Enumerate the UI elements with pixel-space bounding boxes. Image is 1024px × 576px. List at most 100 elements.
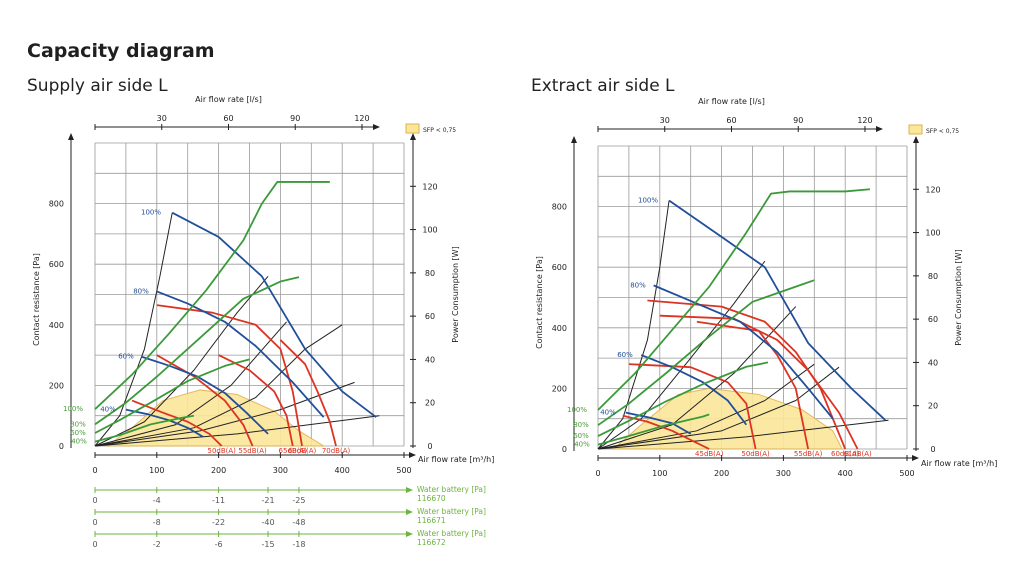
chart1-y-tick-label: 0 <box>562 445 567 454</box>
chart1-y2-axis-label: Power Consumption [W] <box>954 249 963 345</box>
chart0-sound-label: 60dB(A) <box>288 447 317 455</box>
chart1-power-curve-60% <box>597 361 769 437</box>
chart0-system-curve-2 <box>94 275 269 447</box>
chart0-sound-curve-70dB(A) <box>279 339 337 447</box>
chart1-y-tick-label: 200 <box>552 384 567 393</box>
chart0-water-battery-tick-label: -15 <box>262 540 275 549</box>
chart1-sound-curve-45dB(A) <box>622 414 710 450</box>
chart0-x2-axis-arrow <box>373 124 380 130</box>
chart1-x-axis-arrow <box>912 455 919 461</box>
chart0-x-tick-label: 300 <box>273 466 288 475</box>
chart1-x-tick-label: 100 <box>652 469 667 478</box>
chart0-water-battery-id: 116670 <box>417 494 446 503</box>
chart0-y2-tick-label: 0 <box>427 442 432 451</box>
chart1-x2-axis-arrow <box>876 126 883 132</box>
chart1-x-axis-label: Air flow rate [m³/h] <box>921 459 997 468</box>
chart0-x-tick-label: 200 <box>211 466 226 475</box>
chart1-power-curve-100% <box>597 188 870 411</box>
chart0-x2-tick-label: 30 <box>157 114 167 123</box>
chart1-x-tick-label: 200 <box>714 469 729 478</box>
chart1-y-axis-arrow <box>571 136 577 143</box>
chart0-system-curve-4 <box>94 324 343 447</box>
chart1-y2-tick-label: 0 <box>930 445 935 454</box>
chart1-y-tick-label: 600 <box>552 263 567 272</box>
chart1-sfp-legend-swatch <box>908 124 923 135</box>
chart0-y2-tick-label: 80 <box>425 269 435 278</box>
chart0-fan-curve-60% <box>141 355 269 435</box>
chart0-y-tick-label: 0 <box>59 442 64 451</box>
chart0-power-curve-60% <box>94 358 250 434</box>
chart0-water-battery-tick-label: -48 <box>292 518 305 527</box>
chart0-water-battery-id: 116671 <box>417 516 446 525</box>
chart1-x-tick-label: 300 <box>776 469 791 478</box>
chart1-sound-curve-55dB(A) <box>696 320 810 450</box>
chart1-x-tick-label: 400 <box>838 469 853 478</box>
chart1-power-label: 100% <box>567 406 587 414</box>
chart1-fan-label: 100% <box>638 197 658 205</box>
chart0-power-curve-80% <box>94 276 300 426</box>
chart0-y-tick-label: 400 <box>49 321 64 330</box>
chart1-fan-curve-100% <box>668 199 886 421</box>
chart0-y2-tick-label: 100 <box>422 226 437 235</box>
chart0-y2-tick-label: 60 <box>425 312 435 321</box>
chart0-sound-label: 65dB(A) <box>279 447 308 455</box>
chart0-system-curve-1 <box>94 212 173 447</box>
chart0-sound-label: 70dB(A) <box>322 447 351 455</box>
chart0-water-battery-arrow <box>406 487 413 493</box>
chart0-x-tick-label: 100 <box>149 466 164 475</box>
chart0-power-label: 60% <box>70 429 86 437</box>
chart0-water-battery-tick-label: -11 <box>212 496 225 505</box>
chart0-x2-tick-label: 90 <box>290 114 300 123</box>
chart0-y-axis-arrow <box>68 133 74 140</box>
chart0-sfp-legend-label: SFP < 0,75 <box>423 127 456 134</box>
chart0-x-axis-label: Air flow rate [m³/h] <box>418 455 494 464</box>
chart1-y2-tick-label: 40 <box>928 358 938 367</box>
chart0-y2-axis-arrow <box>410 133 416 140</box>
chart1-fan-curve-40% <box>625 411 692 435</box>
chart1-fan-label: 40% <box>600 409 616 417</box>
chart1-x2-tick-label: 30 <box>660 116 670 125</box>
chart0-sound-curve-55dB(A) <box>156 354 254 447</box>
chart0-y2-axis-label: Power Consumption [W] <box>451 246 460 342</box>
chart1-fan-curve-60% <box>640 354 748 426</box>
chart0-fan-curve-100% <box>171 211 377 418</box>
chart0-sound-label: 55dB(A) <box>238 447 267 455</box>
chart0-y2-tick-label: 120 <box>422 182 437 191</box>
chart1-power-label: 60% <box>573 432 589 440</box>
chart0-sound-label: 50dB(A) <box>207 447 236 455</box>
chart0-water-battery-label: Water battery [Pa] <box>417 507 486 516</box>
chart1-y2-tick-label: 100 <box>925 229 940 238</box>
chart0-y-tick-label: 200 <box>49 381 64 390</box>
chart1-sound-curve-60dB(A) <box>647 299 847 450</box>
chart0-sound-curve-65dB(A) <box>218 354 294 447</box>
chart0-x-axis-arrow <box>409 452 416 458</box>
chart0-water-battery-id: 116672 <box>417 538 446 547</box>
chart0-y2-tick-label: 40 <box>425 355 435 364</box>
chart1-system-curve-4 <box>597 363 815 450</box>
chart0-water-battery-tick-label: 0 <box>92 540 97 549</box>
chart1-y-tick-label: 400 <box>552 324 567 333</box>
chart0-power-curve-40% <box>94 414 195 443</box>
chart0-water-battery-tick-label: -22 <box>212 518 225 527</box>
chart1-x2-tick-label: 120 <box>857 116 872 125</box>
chart0-water-battery-arrow <box>406 531 413 537</box>
chart0-water-battery-tick-label: -21 <box>262 496 275 505</box>
chart0-y-tick-label: 800 <box>49 200 64 209</box>
chart1-sound-label: 61dB(A) <box>843 450 872 458</box>
chart1-sound-label: 60dB(A) <box>831 450 860 458</box>
chart0-power-label: 100% <box>63 405 83 413</box>
chart1-power-curve-40% <box>597 413 710 446</box>
chart0-water-battery-tick-label: 0 <box>92 518 97 527</box>
chart0-water-battery-label: Water battery [Pa] <box>417 485 486 494</box>
chart1-system-curve-6 <box>597 419 889 450</box>
chart1-y2-tick-label: 60 <box>928 315 938 324</box>
supply-panel-title: Supply air side L <box>27 76 168 96</box>
chart1-y-tick-label: 800 <box>552 203 567 212</box>
chart0-water-battery-tick-label: -6 <box>215 540 223 549</box>
chart1-sound-label: 50dB(A) <box>741 450 770 458</box>
chart0-sound-curve-50dB(A) <box>131 399 223 447</box>
chart1-y2-tick-label: 20 <box>928 402 938 411</box>
chart1-fan-label: 80% <box>630 281 646 289</box>
chart0-fan-curve-80% <box>156 290 325 418</box>
chart1-sound-label: 55dB(A) <box>794 450 823 458</box>
